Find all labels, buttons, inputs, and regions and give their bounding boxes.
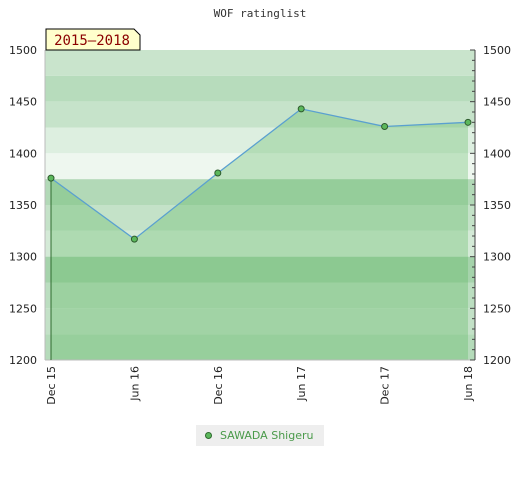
legend: SAWADA Shigeru [196,425,324,446]
y-tick-label-right: 1450 [483,96,511,109]
background-band [45,50,475,76]
period-badge: 2015–2018 [45,28,141,51]
y-tick-label-right: 1350 [483,199,511,212]
data-point [464,118,472,126]
series-marks [47,105,472,243]
y-tick-label-left: 1250 [9,302,37,315]
series-area [51,108,468,361]
x-tick-label: Jun 17 [295,366,308,402]
background-band [45,153,475,180]
x-tick-label: Jun 16 [128,366,141,402]
background-bands [45,50,475,360]
y-tick-label-right: 1500 [483,44,511,57]
y-tick-label-left: 1450 [9,96,37,109]
background-band [45,179,475,205]
y-tick-label-left: 1400 [9,147,37,160]
background-band [45,334,475,360]
y-tick-label-right: 1400 [483,147,511,160]
y-tick-label-right: 1300 [483,251,511,264]
data-point [297,105,305,113]
background-band [45,230,475,257]
background-band [45,282,475,309]
data-point [381,122,389,130]
y-tick-label-left: 1300 [9,251,37,264]
background-band [45,256,475,283]
y-tick-label-right: 1200 [483,354,511,367]
data-point [130,235,138,243]
period-badge-label: 2015–2018 [54,33,130,49]
data-point [214,169,222,177]
tick-labels: 1200 1200 1250 1250 1300 1300 1350 1350 1400 1400… [9,44,511,405]
x-tick-label: Dec 16 [212,366,225,405]
chart-title: WOF ratinglist [214,7,307,20]
y-tick-label-right: 1250 [483,302,511,315]
y-tick-label-left: 1200 [9,354,37,367]
series-line [50,108,469,240]
axes [44,49,476,361]
x-tick-label: Dec 15 [45,366,58,405]
x-tick-label: Jun 18 [462,366,475,402]
area-layer [51,108,468,361]
background-band [45,101,475,128]
legend-label: SAWADA Shigeru [220,429,314,442]
y-tick-label-left: 1500 [9,44,37,57]
y-tick-label-left: 1350 [9,199,37,212]
x-tick-label: Dec 17 [379,366,392,405]
data-point [47,174,55,182]
legend-marker-icon [205,432,212,439]
background-band [45,308,475,335]
background-band [45,75,475,102]
